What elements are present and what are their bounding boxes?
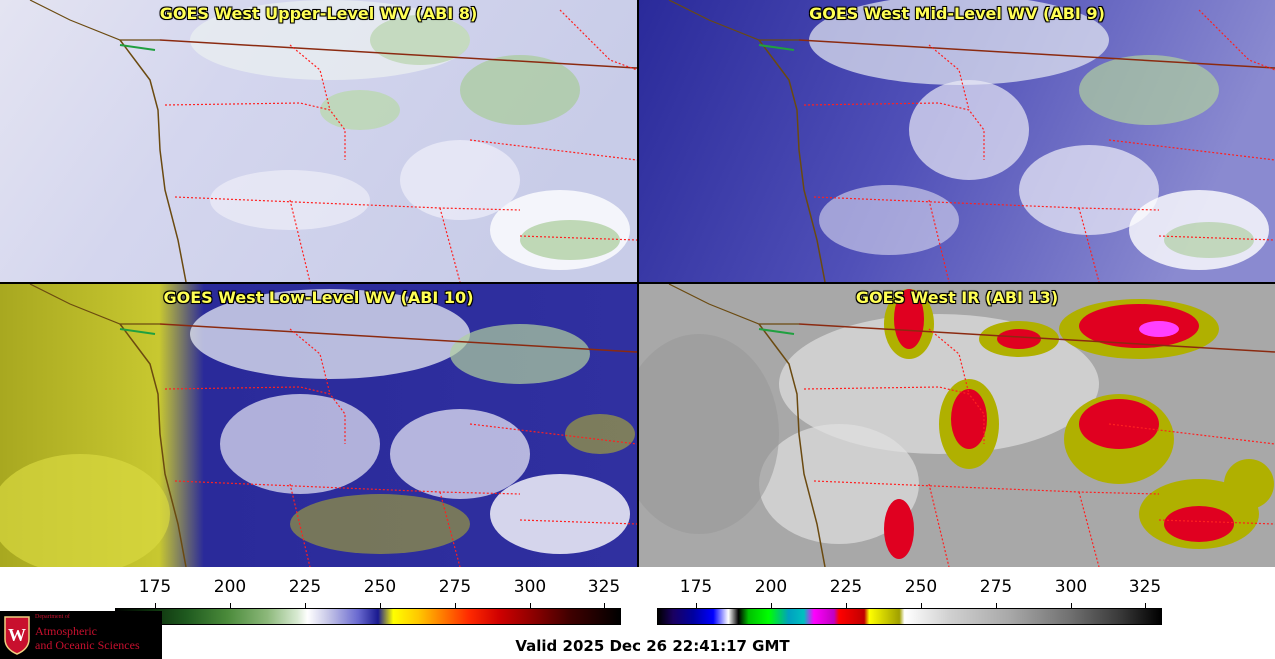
panel-mid-level-wv: GOES West Mid-Level WV (ABI 9) xyxy=(639,0,1275,282)
panel-low-level-wv: GOES West Low-Level WV (ABI 10) xyxy=(0,284,637,567)
colorbar-water-vapor xyxy=(115,608,621,625)
satellite-panel-grid: GOES West Upper-Level WV (ABI 8) xyxy=(0,0,1275,567)
colorbar-right-tick: 200 xyxy=(754,577,788,597)
colorbar-left-tick: 275 xyxy=(438,577,472,597)
panel-upper-level-wv: GOES West Upper-Level WV (ABI 8) xyxy=(0,0,637,282)
panel-title: GOES West IR (ABI 13) xyxy=(855,288,1059,307)
panel-title: GOES West Mid-Level WV (ABI 9) xyxy=(809,4,1105,23)
colorbar-right-tick: 225 xyxy=(829,577,863,597)
colorbar-right-tick: 300 xyxy=(1054,577,1088,597)
panel-infrared: GOES West IR (ABI 13) xyxy=(639,284,1275,567)
uw-aos-logo[interactable]: W Department of Atmospheric and Oceanic … xyxy=(0,611,162,659)
colorbar-right-tick: 325 xyxy=(1128,577,1162,597)
upper-level-wv-image xyxy=(0,0,637,282)
mid-level-wv-image xyxy=(639,0,1275,282)
legend-area: 175 200 225 250 275 300 325 175 200 225 … xyxy=(0,567,1275,659)
uw-crest-icon: W xyxy=(4,616,30,655)
colorbar-infrared xyxy=(657,608,1162,625)
colorbar-right-tick: 175 xyxy=(679,577,713,597)
colorbar-left-tick: 325 xyxy=(587,577,621,597)
colorbar-right-tick: 250 xyxy=(904,577,938,597)
logo-badge-letter: W xyxy=(8,625,26,645)
colorbar-left-tick: 200 xyxy=(213,577,247,597)
logo-department: Department of xyxy=(35,614,70,620)
valid-time: Valid 2025 Dec 26 22:41:17 GMT xyxy=(515,637,790,655)
colorbar-left-tick: 250 xyxy=(363,577,397,597)
colorbar-right-tick: 275 xyxy=(979,577,1013,597)
panel-title: GOES West Low-Level WV (ABI 10) xyxy=(163,288,474,307)
logo-line1: Atmospheric xyxy=(35,624,97,638)
infrared-image xyxy=(639,284,1275,567)
panel-title: GOES West Upper-Level WV (ABI 8) xyxy=(159,4,478,23)
low-level-wv-image xyxy=(0,284,637,567)
colorbar-left-tick: 300 xyxy=(513,577,547,597)
colorbar-left-tick: 225 xyxy=(288,577,322,597)
colorbar-left-tick: 175 xyxy=(138,577,172,597)
logo-line2: and Oceanic Sciences xyxy=(35,638,140,652)
